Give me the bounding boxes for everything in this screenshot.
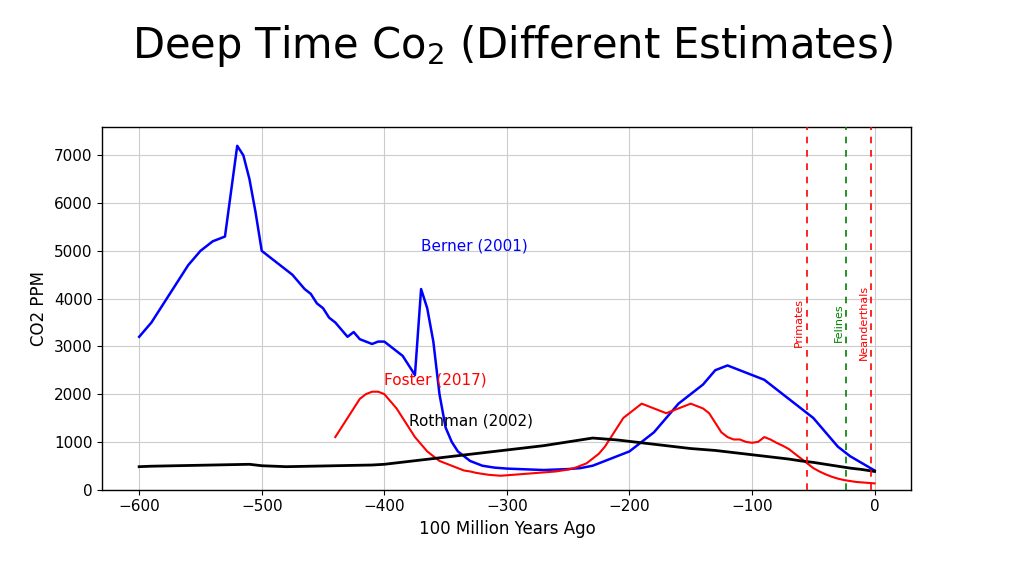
Text: Foster (2017): Foster (2017) [384,373,487,388]
Text: Rothman (2002): Rothman (2002) [409,413,532,428]
Text: Deep Time Co$_2$ (Different Estimates): Deep Time Co$_2$ (Different Estimates) [132,23,892,69]
Text: Primates: Primates [794,298,804,347]
Y-axis label: CO2 PPM: CO2 PPM [31,271,48,346]
X-axis label: 100 Million Years Ago: 100 Million Years Ago [419,520,595,538]
Text: Neanderthals: Neanderthals [858,285,868,360]
Text: Felines: Felines [834,303,844,342]
Text: Berner (2001): Berner (2001) [421,239,527,254]
